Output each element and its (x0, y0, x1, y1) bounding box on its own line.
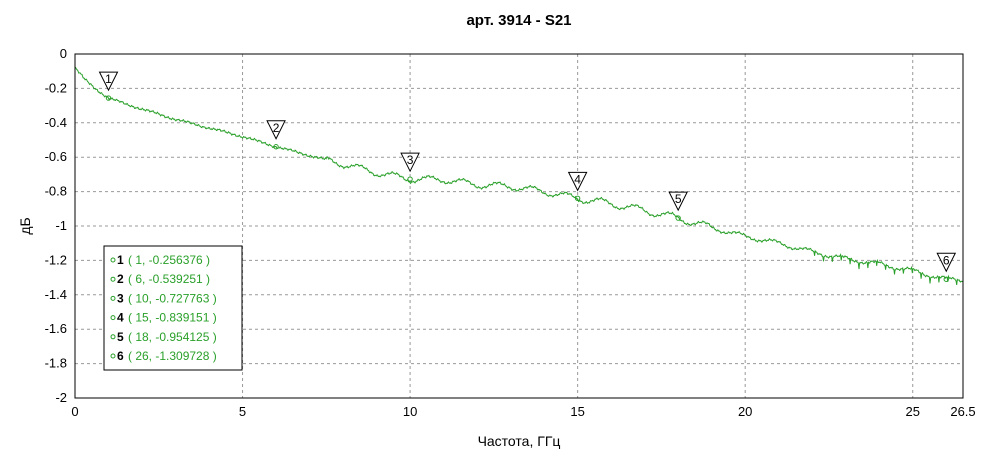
legend-marker-id: 1 (117, 253, 124, 267)
marker-triangle (400, 152, 420, 173)
marker-number: 1 (105, 72, 112, 86)
legend-marker-value: ( 6, -0.539251 ) (128, 272, 210, 286)
s21-trace (74, 66, 964, 285)
marker-number: 5 (675, 192, 682, 206)
chart-title: арт. 3914 - S21 (466, 12, 571, 29)
y-tick-label: -2 (55, 390, 67, 405)
legend-marker-value: ( 26, -1.309728 ) (128, 349, 217, 363)
legend-marker-icon (110, 315, 116, 321)
legend-row: 6 ( 26, -1.309728 ) (110, 349, 217, 363)
marker-point (407, 176, 413, 182)
legend-marker-value: ( 18, -0.954125 ) (128, 330, 217, 344)
legend-marker-icon (110, 257, 116, 263)
marker-number: 4 (574, 172, 581, 186)
y-tick-label: -0.2 (45, 80, 67, 95)
marker-triangle (266, 120, 286, 140)
marker-1: 1 (98, 71, 119, 101)
y-axis-label: дБ (17, 217, 33, 234)
y-tick-labels: 0 -0.2 -0.4 -0.6 -0.8 -1 -1.2 -1.4 -1.6 -1.8 -2 (45, 46, 67, 405)
legend-marker-value: ( 15, -0.839151 ) (128, 311, 217, 325)
y-tick-label: -1.8 (45, 356, 67, 371)
marker-layer: 1 2 3 4 5 6 (98, 71, 957, 282)
y-tick-label: 0 (60, 46, 67, 61)
legend-row: 1 ( 1, -0.256376 ) (110, 253, 210, 267)
marker-triangle (98, 71, 119, 92)
y-tick-label: -0.4 (45, 115, 67, 130)
plot-frame (74, 53, 964, 399)
marker-point (675, 215, 681, 221)
grid-layer (75, 54, 963, 398)
marker-point (273, 144, 279, 150)
x-axis-label: Частота, ГГц (478, 433, 561, 449)
marker-6: 6 (936, 252, 957, 282)
legend-marker-value: ( 10, -0.727763 ) (128, 291, 217, 305)
legend-box (103, 245, 243, 371)
y-tick-label: -1 (55, 218, 67, 233)
marker-4: 4 (567, 171, 588, 202)
legend-marker-id: 2 (117, 272, 124, 286)
marker-triangle (567, 171, 588, 192)
x-tick-label: 0 (71, 404, 78, 419)
y-tick-label: -1.2 (45, 252, 67, 267)
legend-marker-icon (110, 276, 116, 282)
marker-number: 6 (943, 253, 950, 267)
marker-3: 3 (400, 152, 420, 182)
y-tick-label: -0.8 (45, 184, 67, 199)
x-tick-labels: 0 5 10 15 20 25 26.5 (71, 404, 975, 419)
marker-number: 2 (273, 121, 280, 135)
legend-marker-id: 5 (117, 330, 124, 344)
marker-point (943, 276, 949, 282)
marker-legend: 1 ( 1, -0.256376 ) 2 ( 6, -0.539251 ) 3 ( 10,… (103, 245, 243, 371)
legend-marker-icon (110, 353, 116, 359)
legend-marker-icon (110, 295, 116, 301)
x-tick-label: 10 (403, 404, 417, 419)
x-tick-label: 5 (239, 404, 246, 419)
marker-point (105, 95, 112, 101)
legend-marker-id: 6 (117, 349, 124, 363)
legend-marker-value: ( 1, -0.256376 ) (128, 253, 210, 267)
legend-row: 2 ( 6, -0.539251 ) (110, 272, 210, 286)
y-tick-label: -1.4 (45, 287, 67, 302)
legend-row: 3 ( 10, -0.727763 ) (110, 291, 217, 305)
marker-5: 5 (668, 191, 688, 221)
x-tick-label: 26.5 (950, 404, 975, 419)
marker-triangle (936, 252, 957, 273)
legend-marker-id: 4 (117, 311, 124, 325)
y-tick-label: -1.6 (45, 321, 67, 336)
x-tick-label: 20 (738, 404, 752, 419)
marker-point (574, 195, 581, 202)
x-tick-label: 15 (570, 404, 584, 419)
legend-marker-id: 3 (117, 291, 124, 305)
legend-row: 4 ( 15, -0.839151 ) (110, 311, 217, 325)
marker-triangle (668, 191, 688, 212)
legend-row: 5 ( 18, -0.954125 ) (110, 330, 217, 344)
marker-number: 3 (407, 153, 414, 167)
y-tick-label: -0.6 (45, 149, 67, 164)
legend-marker-icon (110, 334, 116, 340)
x-tick-label: 25 (906, 404, 920, 419)
marker-2: 2 (266, 120, 286, 150)
trace-layer (74, 66, 964, 285)
